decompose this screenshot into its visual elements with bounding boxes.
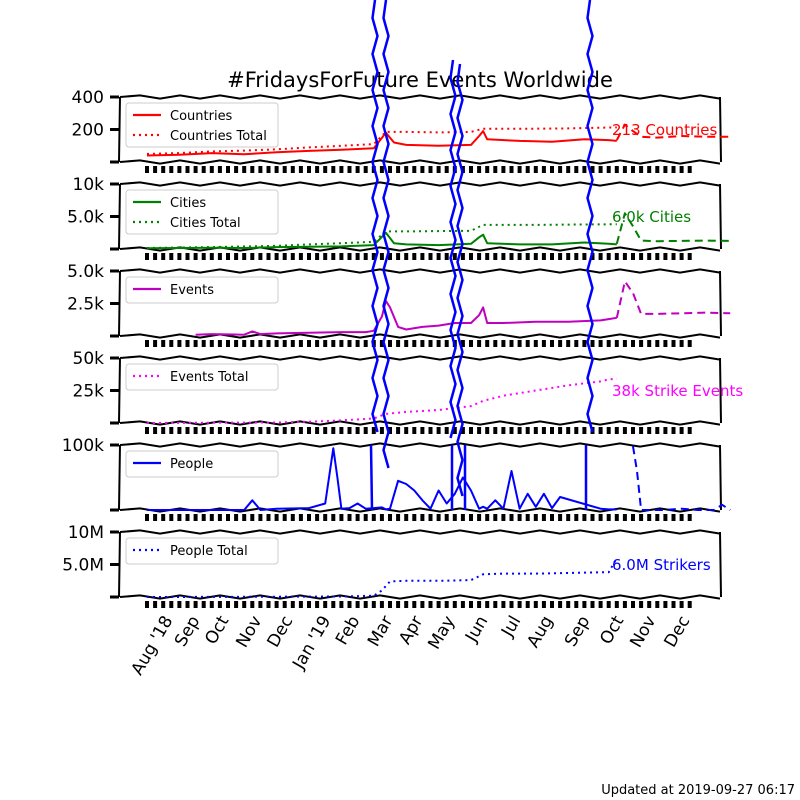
panel-annotation: 6.0M Strikers (612, 556, 711, 574)
panel-4: 50k 25k Events Total 38k Strike Events (73, 349, 743, 434)
series-line-people-total (146, 557, 618, 598)
x-month-label: Feb (332, 613, 364, 649)
legend-box (125, 363, 279, 391)
panel-frame-right (719, 357, 722, 424)
series-line-events-total (146, 377, 617, 424)
x-month-label: Aug (523, 613, 557, 652)
panel-frame-top (119, 94, 721, 100)
y-tick-label: 5.0M (62, 556, 104, 576)
scribble-line (450, 445, 467, 510)
panel-frame-left (118, 96, 121, 163)
panel-frame-top (119, 181, 721, 187)
x-month-label: Apr (395, 613, 427, 648)
y-tick-label: 50k (73, 349, 105, 369)
panel-frame-bottom (119, 594, 721, 600)
panel-3: 5.0k 2.5k Events (67, 262, 731, 347)
panel-5: 100k People (62, 436, 731, 521)
x-month-label: Nov (626, 613, 660, 652)
panel-frame-bottom (119, 159, 721, 165)
scribble-overlay (369, 0, 594, 511)
panel-frame-left (118, 270, 121, 337)
panel-annotation: 6.0k Cities (612, 208, 691, 226)
panel-frame-top (119, 268, 721, 274)
scribble-line (382, 0, 390, 469)
x-month-label: Mar (364, 612, 397, 650)
legend-box (125, 276, 279, 304)
legend-label: Events Total (170, 370, 249, 385)
x-month-label: Nov (232, 613, 266, 652)
x-month-label: Jun (461, 613, 492, 647)
y-tick-label: 10k (73, 175, 105, 195)
panel-annotation: 213 Countries (612, 121, 718, 139)
legend-box (125, 537, 279, 565)
series-line-cities-total (146, 223, 617, 249)
series-line-cities-forecast (615, 212, 731, 245)
y-tick-label: 400 (72, 88, 104, 108)
x-month-label: May (424, 613, 459, 653)
legend-label: Countries Total (170, 129, 267, 144)
x-month-label: Sep (171, 613, 204, 651)
legend-box (125, 189, 279, 235)
panel-frame-right (719, 270, 722, 337)
chart-title: #FridaysForFuture Events Worldwide (227, 68, 613, 92)
y-tick-label: 5.0k (67, 208, 104, 228)
scribble-line (449, 59, 457, 439)
legend-label: Events (170, 283, 214, 298)
panel-1: 400 200 Countries Countries Total 213 Countr… (72, 88, 731, 173)
x-month-label: Dec (661, 613, 695, 651)
legend-label: People (170, 457, 213, 472)
scribble-line (456, 63, 464, 497)
legend-box (125, 102, 279, 148)
x-month-label: Jul (497, 613, 525, 642)
panel-frame-left (118, 357, 121, 424)
chart-panels: 400 200 Countries Countries Total 213 Countr… (62, 88, 743, 608)
panel-frame-bottom (119, 420, 721, 426)
panel-frame-right (719, 183, 722, 250)
legend-label: Countries (170, 109, 233, 124)
y-tick-label: 2.5k (67, 295, 104, 315)
panel-frame-right (719, 96, 722, 163)
x-month-label: Aug '18 (128, 613, 178, 679)
x-month-label: Oct (596, 612, 628, 648)
panel-frame-bottom (119, 507, 721, 513)
y-tick-label: 100k (62, 436, 104, 456)
series-line-countries (146, 130, 617, 157)
scribble-line (369, 444, 374, 511)
panel-frame-right (719, 531, 722, 598)
x-month-label: Oct (201, 612, 233, 648)
y-tick-label: 10M (68, 523, 104, 543)
series-line-people-forecast (632, 446, 731, 511)
panel-annotation: 38k Strike Events (612, 382, 743, 400)
scribble-line (586, 0, 594, 433)
series-line-events (195, 299, 617, 336)
series-line-events-forecast (615, 280, 731, 319)
y-tick-label: 25k (73, 382, 105, 402)
legend-label: Cities Total (170, 216, 241, 231)
updated-timestamp: Updated at 2019-09-27 06:17 (601, 783, 795, 798)
series-line-countries-total (146, 126, 617, 155)
series-line-cities (146, 231, 617, 250)
panel-2: 10k 5.0k Cities Cities Total 6.0k Cities (67, 175, 731, 260)
legend-label: Cities (170, 196, 206, 211)
panel-frame-top (119, 355, 721, 361)
x-month-label: Sep (561, 613, 594, 651)
panel-frame-left (118, 531, 121, 598)
series-line-countries-forecast (615, 123, 731, 141)
x-month-label: Dec (264, 613, 298, 651)
series-line-people (147, 447, 617, 511)
panel-frame-left (118, 183, 121, 250)
scribble-line (371, 0, 379, 433)
panel-frame-top (119, 529, 721, 535)
panel-6: 10M 5.0M People Total 6.0M Strikers (62, 523, 722, 608)
panel-frame-top (119, 442, 721, 448)
panel-frame-right (719, 444, 722, 511)
panel-frame-left (118, 444, 121, 511)
y-tick-label: 5.0k (67, 262, 104, 282)
legend-label: People Total (170, 544, 248, 559)
y-tick-label: 200 (72, 121, 104, 141)
legend-box (125, 450, 279, 478)
